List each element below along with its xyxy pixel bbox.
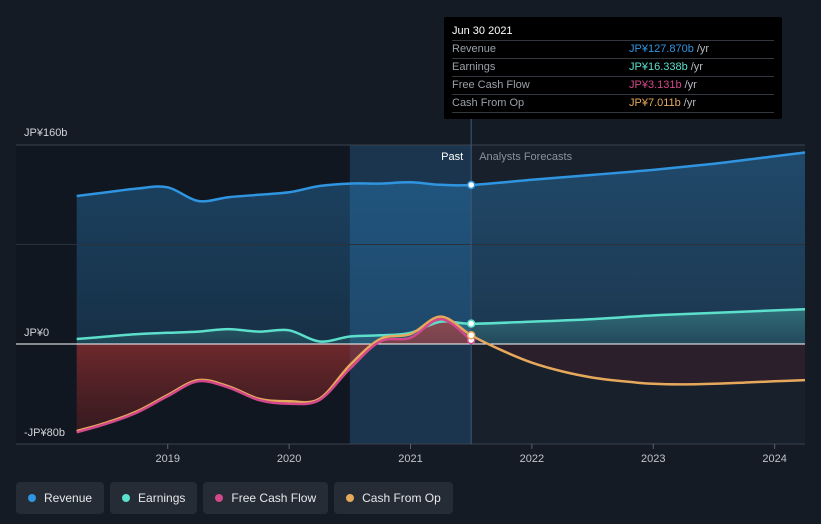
legend-item-free-cash-flow[interactable]: Free Cash Flow: [203, 482, 329, 514]
forecast-label: Analysts Forecasts: [479, 151, 572, 163]
tooltip-date: Jun 30 2021: [452, 23, 774, 41]
legend-item-earnings[interactable]: Earnings: [110, 482, 198, 514]
revenue-area: [76, 152, 805, 344]
legend-dot-icon: [28, 494, 36, 502]
tooltip-label: Earnings: [452, 61, 496, 73]
y-label-top: JP¥160b: [24, 127, 67, 139]
tooltip-unit: /yr: [690, 61, 703, 73]
legend-dot-icon: [346, 494, 355, 502]
free-cash-flow-area: [76, 319, 472, 433]
free-cash-flow-line: [76, 317, 472, 434]
legend-label: Free Cash Flow: [231, 491, 317, 505]
x-tick-label: 2024: [762, 453, 786, 465]
x-tick-label: 2020: [277, 453, 301, 465]
past-label: Past: [441, 151, 463, 163]
marker-revenue: [466, 180, 476, 190]
tooltip-row-cash-from-op: Cash From Op JP¥7.011b /yr: [452, 95, 774, 113]
x-tick-label: 2023: [641, 453, 665, 465]
cash-from-op-forecast-area: [471, 335, 805, 385]
legend-label: Earnings: [138, 491, 186, 505]
tooltip-value: JP¥16.338b: [629, 61, 688, 73]
tooltip-unit: /yr: [696, 43, 710, 55]
legend-item-revenue[interactable]: Revenue: [16, 482, 105, 514]
earnings-line: [76, 307, 806, 343]
marker-cash-from-op: [466, 331, 476, 340]
tooltip-row-earnings: Earnings JP¥16.338b /yr: [452, 59, 774, 77]
tooltip-label: Revenue: [452, 43, 497, 55]
tooltip-value: JP¥7.011b: [629, 97, 681, 109]
legend: Revenue Earnings Free Cash Flow Cash Fro…: [16, 482, 453, 514]
legend-item-cash-from-op[interactable]: Cash From Op: [334, 482, 453, 514]
tooltip-row-free-cash-flow: Free Cash Flow JP¥3.131b /yr: [452, 77, 774, 95]
legend-dot-icon: [122, 494, 131, 502]
tooltip-panel: Jun 30 2021 Revenue JP¥127.870b /yr Earn…: [444, 17, 782, 119]
revenue-line: [76, 151, 806, 203]
tooltip-unit: /yr: [684, 79, 697, 91]
marker-earnings: [466, 319, 476, 328]
legend-label: Cash From Op: [362, 491, 441, 505]
tooltip-label: Cash From Op: [452, 97, 525, 109]
tooltip-unit: /yr: [683, 97, 697, 109]
tooltip-value: JP¥3.131b: [629, 79, 682, 91]
tooltip-value: JP¥127.870b: [629, 43, 694, 55]
x-tick-label: 2022: [520, 453, 544, 465]
y-label-bottom: -JP¥80b: [24, 427, 65, 439]
tooltip-label: Free Cash Flow: [452, 79, 530, 91]
legend-label: Revenue: [44, 491, 93, 505]
y-label-zero: JP¥0: [24, 327, 49, 339]
tooltip-row-revenue: Revenue JP¥127.870b /yr: [452, 41, 774, 59]
x-tick-label: 2019: [155, 453, 179, 465]
x-tick-label: 2021: [398, 453, 422, 465]
legend-dot-icon: [215, 494, 224, 502]
